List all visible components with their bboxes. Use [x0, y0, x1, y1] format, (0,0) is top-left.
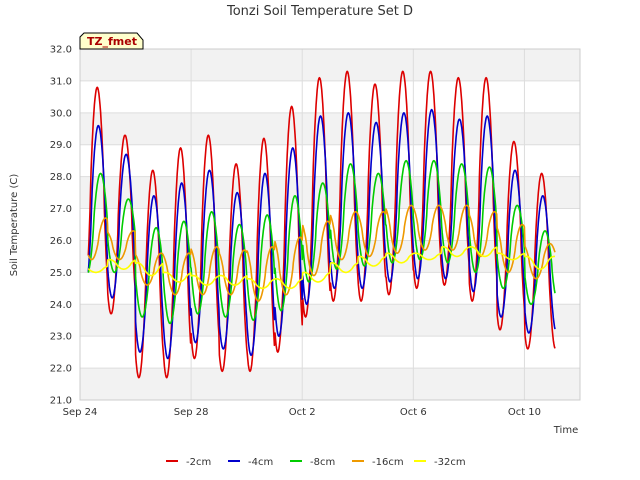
series-line-minus8cm [87, 159, 556, 325]
y-tick-label: 28.0 [50, 172, 72, 183]
y-tick-label: 30.0 [50, 108, 72, 119]
x-tick-label: Oct 6 [400, 407, 427, 418]
grid-band [80, 49, 580, 81]
grid-band [80, 112, 580, 145]
legend-label: -16cm [372, 457, 404, 468]
y-tick-label: 27.0 [50, 204, 72, 215]
series-group [87, 70, 556, 379]
site-tag-box [79, 32, 144, 50]
grid-band [80, 368, 580, 400]
legend-label: -8cm [310, 457, 335, 468]
series-line-minus2cm [87, 70, 556, 379]
y-tick-label: 29.0 [50, 140, 72, 151]
series-line-minus4cm [87, 108, 556, 360]
y-tick-label: 25.0 [50, 268, 72, 279]
site-tag-label: TZ_fmet [87, 35, 137, 48]
y-tick-label: 22.0 [50, 364, 72, 375]
series-line-minus32cm [87, 246, 556, 290]
grid-band [80, 304, 580, 337]
x-tick-label: Oct 2 [289, 407, 316, 418]
x-axis-label: Time [553, 425, 578, 436]
x-tick-label: Sep 28 [174, 407, 209, 418]
y-tick-label: 26.0 [50, 236, 72, 247]
legend-label: -4cm [248, 457, 273, 468]
y-tick-label: 21.0 [50, 396, 72, 407]
x-tick-label: Sep 24 [63, 407, 98, 418]
legend-label: -2cm [186, 457, 211, 468]
y-axis-ticks: 21.0 22.0 23.0 24.0 25.0 26.0 27.0 28.0 29.0 30.0… [50, 45, 72, 407]
y-tick-label: 32.0 [50, 45, 72, 56]
y-tick-label: 24.0 [50, 300, 72, 311]
site-tag: TZ_fmet [79, 32, 144, 50]
y-tick-label: 23.0 [50, 332, 72, 343]
legend-label: -32cm [434, 457, 466, 468]
y-axis-label: Soil Temperature (C) [9, 174, 20, 277]
chart-title: Tonzi Soil Temperature Set D [226, 4, 413, 19]
x-axis-ticks: Sep 24 Sep 28 Oct 2 Oct 6 Oct 10 [63, 407, 541, 418]
legend: -2cm -4cm -8cm -16cm -32cm [166, 457, 466, 468]
plot-frame [79, 48, 581, 401]
grid-band [80, 176, 580, 209]
x-tick-label: Oct 10 [508, 407, 541, 418]
y-tick-label: 31.0 [50, 76, 72, 87]
